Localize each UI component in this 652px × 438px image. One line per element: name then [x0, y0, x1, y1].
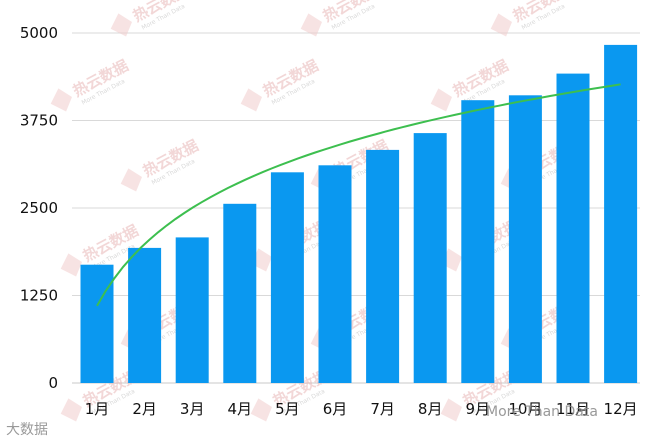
- bar-1: [80, 264, 114, 383]
- watermark-logo-icon: [60, 253, 82, 277]
- y-tick-label: 2500: [20, 199, 58, 217]
- footer-right-text: More Than Data: [486, 404, 598, 420]
- x-category-label: 5月: [275, 400, 300, 418]
- y-tick-label: 1250: [20, 287, 58, 305]
- y-tick-label: 0: [48, 374, 58, 392]
- x-axis-labels: 1月 2月 3月 4月 5月 6月 7月 8月 9月 10月 11月 12月: [85, 400, 638, 418]
- watermark-logo-icon: [110, 13, 132, 37]
- y-tick-label: 5000: [20, 24, 58, 42]
- x-category-label: 4月: [228, 400, 253, 418]
- x-category-label: 2月: [132, 400, 157, 418]
- bar-12: [604, 44, 638, 384]
- watermark-logo-icon: [50, 88, 72, 112]
- x-category-label: 11月: [556, 400, 590, 418]
- trendline: [96, 83, 621, 307]
- watermark-logo-icon: [240, 88, 262, 112]
- bar-7: [366, 149, 400, 383]
- footer: 大数据 More Than Data: [6, 404, 598, 438]
- trendline-path: [96, 83, 621, 307]
- watermark-logo-icon: [440, 398, 462, 422]
- bar-8: [413, 133, 447, 383]
- bar-5: [270, 172, 304, 383]
- x-category-label: 1月: [85, 400, 110, 418]
- watermark-logo-icon: [430, 88, 452, 112]
- bar-9: [461, 100, 495, 383]
- x-category-label: 6月: [323, 400, 348, 418]
- watermark-logo-icon: [250, 398, 272, 422]
- bar-6: [318, 165, 352, 383]
- bar-10: [508, 95, 542, 384]
- bar-11: [556, 73, 590, 383]
- footer-left-text: 大数据: [6, 422, 48, 438]
- y-tick-label: 3750: [20, 112, 58, 130]
- x-category-label: 7月: [370, 400, 395, 418]
- x-category-label: 10月: [508, 400, 542, 418]
- x-category-label: 3月: [180, 400, 205, 418]
- x-category-label: 8月: [418, 400, 443, 418]
- watermark-logo-icon: [490, 13, 512, 37]
- watermark-logo-icon: [120, 168, 142, 192]
- bar-4: [223, 203, 257, 383]
- bar-2: [128, 247, 162, 383]
- gridlines: [72, 32, 640, 384]
- y-axis-ticks: 0 1250 2500 3750 5000: [20, 24, 58, 392]
- x-category-label: 9月: [466, 400, 491, 418]
- watermark-logo-icon: [60, 398, 82, 422]
- bars: [80, 44, 638, 384]
- x-category-label: 12月: [604, 400, 638, 418]
- bar-3: [175, 237, 209, 383]
- watermark-logo-icon: [300, 13, 322, 37]
